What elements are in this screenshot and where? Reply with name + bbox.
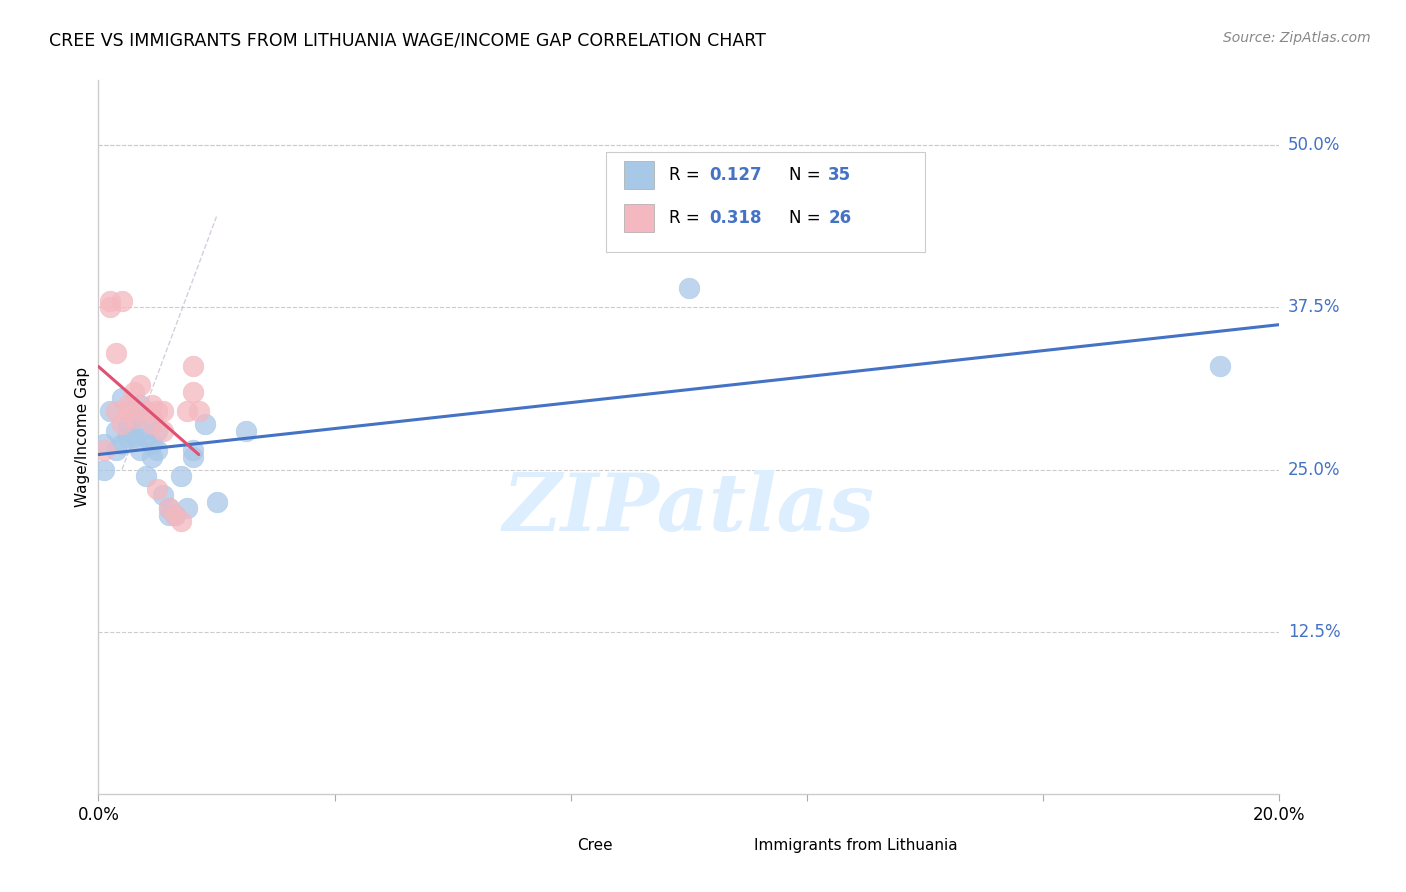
Point: [98, 404, 121, 418]
Point: [152, 424, 174, 438]
Point: [117, 417, 139, 431]
Point: [141, 417, 163, 431]
Text: Cree: Cree: [576, 838, 613, 854]
Point: [105, 404, 128, 418]
Point: [165, 508, 187, 522]
Y-axis label: Wage/Income Gap: Wage/Income Gap: [75, 367, 90, 508]
Point: [122, 410, 145, 425]
Text: ZIPatlas: ZIPatlas: [503, 470, 875, 547]
Point: [152, 488, 174, 502]
Point: [111, 436, 134, 450]
Point: [165, 508, 187, 522]
Text: 12.5%: 12.5%: [1288, 623, 1340, 640]
Text: 0.127: 0.127: [709, 166, 762, 184]
Point: [128, 424, 150, 438]
Point: [122, 410, 145, 425]
Point: [111, 417, 134, 431]
Point: [187, 404, 209, 418]
Text: 35: 35: [828, 166, 852, 184]
Point: [98, 293, 121, 308]
FancyBboxPatch shape: [624, 203, 654, 232]
Point: [181, 443, 204, 458]
Point: [93, 462, 115, 476]
Point: [117, 430, 139, 444]
Point: [111, 293, 134, 308]
Point: [170, 515, 193, 529]
Point: [128, 398, 150, 412]
Text: 0.318: 0.318: [709, 209, 762, 227]
Point: [117, 404, 139, 418]
Point: [181, 384, 204, 399]
Text: Source: ZipAtlas.com: Source: ZipAtlas.com: [1223, 31, 1371, 45]
Point: [678, 281, 700, 295]
Text: N =: N =: [789, 166, 827, 184]
FancyBboxPatch shape: [624, 161, 654, 189]
Point: [93, 436, 115, 450]
Point: [105, 345, 128, 359]
Text: R =: R =: [669, 209, 704, 227]
Point: [135, 430, 157, 444]
Point: [122, 430, 145, 444]
Point: [111, 391, 134, 405]
Point: [117, 398, 139, 412]
Text: Immigrants from Lithuania: Immigrants from Lithuania: [754, 838, 957, 854]
Point: [176, 501, 198, 516]
Point: [157, 501, 180, 516]
Text: R =: R =: [669, 166, 704, 184]
Text: 37.5%: 37.5%: [1288, 298, 1340, 317]
FancyBboxPatch shape: [713, 833, 742, 858]
Point: [128, 443, 150, 458]
Point: [157, 501, 180, 516]
Point: [141, 410, 163, 425]
Point: [98, 301, 121, 315]
FancyBboxPatch shape: [536, 833, 565, 858]
Point: [135, 404, 157, 418]
Point: [181, 450, 204, 464]
Point: [146, 404, 169, 418]
Point: [105, 424, 128, 438]
Text: 50.0%: 50.0%: [1288, 136, 1340, 154]
Point: [194, 417, 217, 431]
Point: [181, 359, 204, 373]
Point: [117, 424, 139, 438]
Point: [141, 398, 163, 412]
Point: [170, 469, 193, 483]
Point: [152, 404, 174, 418]
Point: [141, 436, 163, 450]
Point: [1209, 359, 1232, 373]
Point: [135, 469, 157, 483]
Point: [176, 404, 198, 418]
Point: [122, 384, 145, 399]
Text: N =: N =: [789, 209, 827, 227]
Point: [105, 443, 128, 458]
Text: 25.0%: 25.0%: [1288, 460, 1340, 478]
Text: CREE VS IMMIGRANTS FROM LITHUANIA WAGE/INCOME GAP CORRELATION CHART: CREE VS IMMIGRANTS FROM LITHUANIA WAGE/I…: [49, 31, 766, 49]
Point: [146, 424, 169, 438]
Point: [205, 495, 228, 509]
Text: 26: 26: [828, 209, 852, 227]
Point: [235, 424, 257, 438]
Point: [128, 378, 150, 392]
Point: [157, 508, 180, 522]
Point: [93, 443, 115, 458]
FancyBboxPatch shape: [606, 152, 925, 252]
Point: [146, 482, 169, 496]
Point: [141, 450, 163, 464]
Point: [146, 443, 169, 458]
